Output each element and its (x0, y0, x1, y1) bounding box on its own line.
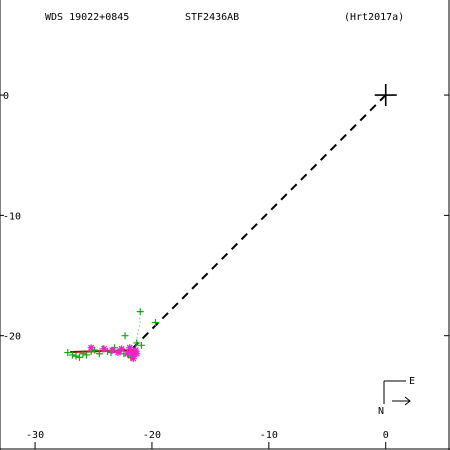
green-plus-point (68, 351, 76, 359)
green-plus-point (121, 332, 129, 340)
primary-plus-marker (374, 84, 397, 107)
green-plus-point (104, 347, 112, 355)
prediction-dashed-line (131, 94, 387, 350)
x-axis: -30 -20 -10 0 (26, 430, 389, 449)
green-plus-point (64, 349, 72, 357)
y-axis: 0 -10 -20 (0, 91, 449, 343)
magenta-star-point (127, 347, 135, 355)
header-left: WDS 19022+0845 (45, 12, 129, 23)
primary-star-marker (374, 84, 397, 107)
x-tick-label: -20 (143, 430, 161, 441)
green-plus-point (151, 318, 159, 326)
green-plus-point (75, 353, 83, 361)
dotted-green-track (133, 315, 141, 351)
magenta-star-point (129, 355, 137, 363)
magenta-star-point (126, 344, 134, 352)
magenta-star-point (132, 346, 140, 354)
magenta-star-point (100, 345, 108, 353)
x-tick-label: -30 (26, 430, 44, 441)
green-plus-point (137, 341, 145, 349)
magenta-star-point (108, 346, 116, 354)
magenta-star-point (114, 349, 122, 357)
header-right: (Hrt2017a) (344, 12, 404, 23)
magenta-star-point (129, 351, 137, 359)
lines-layer (70, 94, 387, 353)
magenta-points (87, 344, 141, 363)
y-tick-label: -10 (3, 211, 21, 222)
y-tick-label: -20 (3, 332, 21, 343)
green-plus-point (91, 346, 99, 354)
green-plus-point (133, 339, 141, 347)
magenta-star-point (118, 345, 126, 353)
x-tick-label: -10 (260, 430, 278, 441)
north-label: N (378, 406, 384, 417)
header-center: STF2436AB (185, 12, 239, 23)
arrow-head (404, 396, 411, 406)
green-plus-point (82, 351, 90, 359)
magenta-star-point (133, 350, 141, 358)
orientation-indicator: E N (378, 376, 415, 417)
magenta-star-point (87, 344, 95, 352)
x-tick-label: 0 (383, 430, 389, 441)
green-plus-point (95, 350, 103, 358)
green-plus-point (72, 352, 80, 360)
green-plus-point (136, 308, 144, 316)
east-label: E (409, 376, 415, 387)
green-plus-point (79, 350, 87, 358)
y-tick-label: 0 (3, 91, 9, 102)
magenta-star-point (123, 350, 131, 358)
